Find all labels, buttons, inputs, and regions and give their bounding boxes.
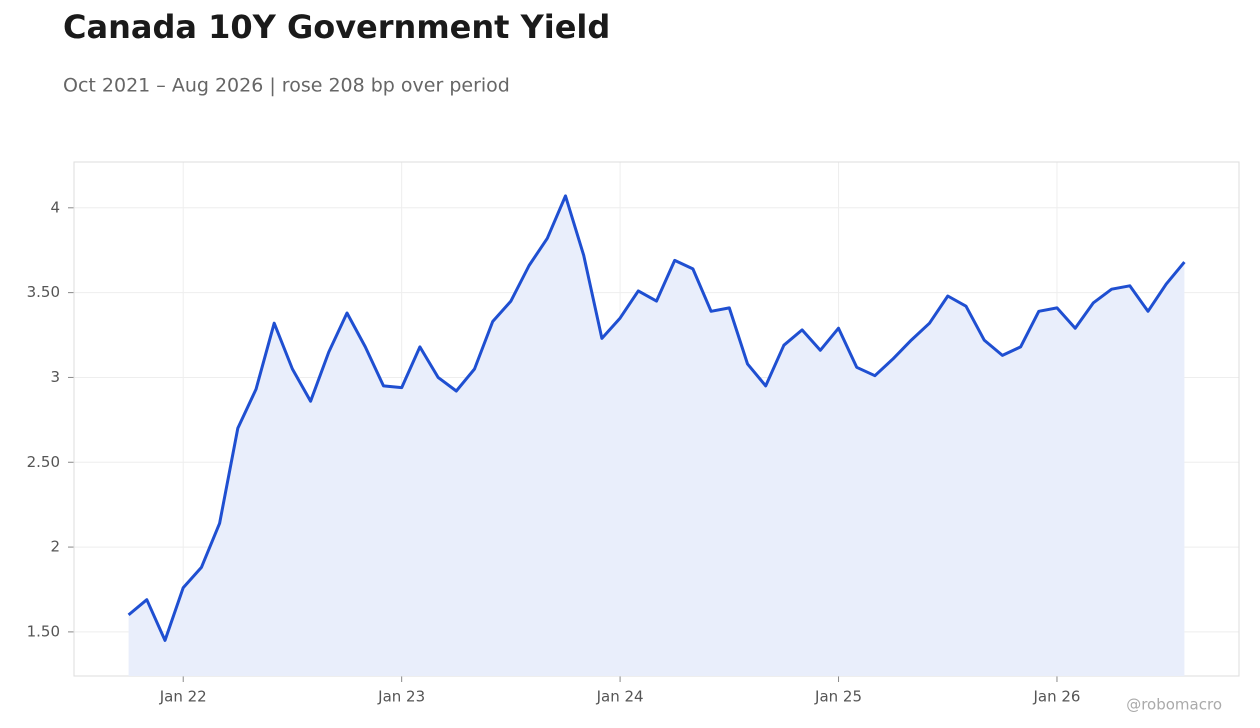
area xyxy=(128,195,1185,676)
chart-subtitle: Oct 2021 – Aug 2026 | rose 208 bp over p… xyxy=(63,75,510,97)
line xyxy=(127,194,1186,642)
chart-title: Canada 10Y Government Yield xyxy=(63,8,610,46)
y-tick-label: 2.50 xyxy=(27,453,60,471)
y-tick-label: 1.50 xyxy=(27,622,60,640)
x-tick-label: Jan 25 xyxy=(814,688,862,706)
y-tick-label: 3.50 xyxy=(27,283,60,301)
y-tick-label: 4 xyxy=(50,198,60,216)
y-tick-label: 2 xyxy=(50,538,60,556)
x-tick-label: Jan 22 xyxy=(159,688,207,706)
y-tick-label: 3 xyxy=(50,368,60,386)
x-tick-label: Jan 24 xyxy=(596,688,644,706)
x-tick-label: Jan 26 xyxy=(1032,688,1080,706)
watermark: @robomacro xyxy=(1126,696,1222,714)
x-tick-label: Jan 23 xyxy=(377,688,425,706)
